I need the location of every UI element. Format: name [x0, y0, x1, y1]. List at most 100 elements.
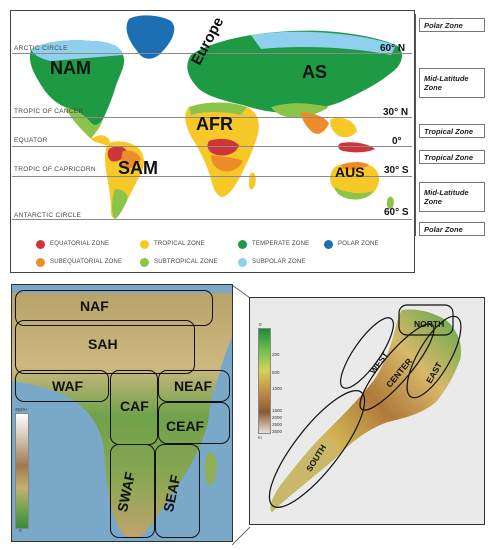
- morocco-cbar-0: 0: [259, 322, 262, 327]
- zoom-connectors: [231, 284, 251, 546]
- morocco-south-panel: [270, 434, 342, 512]
- africa-colorbar-top: 2520+: [15, 407, 28, 412]
- equator-label: EQUATOR: [14, 137, 48, 144]
- morocco-outline-south: [268, 390, 366, 508]
- legend-dot-subpolar: [238, 258, 247, 267]
- equator-line: [12, 146, 412, 147]
- tropic-of-cancer-label: TROPIC OF CANCER: [14, 108, 84, 115]
- north-america-shape: [29, 40, 125, 126]
- morocco-cbar-2500: 2500: [272, 422, 283, 427]
- africa-landmass: [12, 293, 232, 538]
- legend-label-subequatorial: SUBEQUATORIAL ZONE: [50, 259, 123, 265]
- morocco-cbar-1500: 1500: [272, 408, 283, 413]
- arctic-circle-label: ARCTIC CIRCLE: [14, 45, 68, 52]
- zone-bracket-line: [415, 14, 416, 236]
- morocco-outline-north: [398, 304, 454, 336]
- morocco-cbar-1000: 1000: [272, 386, 283, 391]
- zone-mid-latitude-top: Mid-Latitude Zone: [419, 68, 485, 98]
- africa-terrain: [12, 293, 232, 538]
- greenland-shape: [126, 15, 175, 59]
- tropic-of-cancer-line: [12, 117, 412, 118]
- morocco-cbar-500: 500: [272, 370, 280, 375]
- morocco-cbar-2000: 2000: [272, 415, 283, 420]
- degree-60n: 60° N: [380, 43, 406, 54]
- legend-label-subtropical: SUBTROPICAL ZONE: [154, 259, 218, 265]
- legend-label-equatorial: EQUATORIAL ZONE: [50, 241, 110, 247]
- legend-dot-polar: [324, 240, 333, 249]
- africa-north-subtropical: [189, 102, 247, 115]
- africa-map-panel: 2520+ 0: [11, 284, 233, 542]
- arctic-circle-line: [12, 53, 412, 54]
- region-label-aus: AUS: [335, 164, 365, 180]
- morocco-terrain: [270, 309, 462, 512]
- legend-dot-equatorial: [36, 240, 45, 249]
- asia-subtropical: [271, 103, 329, 118]
- tropic-of-capricorn-line: [12, 176, 412, 177]
- world-map: [29, 15, 403, 219]
- africa-box-seaf: [155, 444, 200, 538]
- antarctic-circle-line: [12, 219, 412, 220]
- zone-polar-bottom: Polar Zone: [419, 222, 485, 236]
- region-label-sam: SAM: [118, 158, 158, 178]
- tropic-of-capricorn-label: TROPIC OF CAPRICORN: [14, 166, 96, 173]
- south-america-subequatorial: [121, 150, 141, 169]
- australia-south: [335, 187, 373, 200]
- eurasia-shape: [187, 30, 403, 113]
- region-label-afr: AFR: [196, 114, 233, 134]
- legend-dot-subtropical: [140, 258, 149, 267]
- north-america-subpolar: [31, 40, 123, 61]
- africa-colorbar: [15, 413, 29, 529]
- morocco-outline-west: [340, 317, 394, 389]
- south-america-south: [112, 189, 128, 219]
- africa-label-waf: WAF: [52, 378, 84, 394]
- degree-60s: 60° S: [384, 207, 409, 218]
- australia-north: [341, 162, 369, 170]
- antarctic-circle-label: ANTARCTIC CIRCLE: [14, 212, 82, 219]
- africa-box-swaf: [110, 444, 155, 538]
- legend-label-temperate: TEMPERATE ZONE: [252, 241, 310, 247]
- africa-label-caf: CAF: [120, 398, 149, 414]
- africa-equatorial: [207, 138, 239, 156]
- degree-30s: 30° S: [384, 165, 409, 176]
- legend-label-tropical: TROPICAL ZONE: [154, 241, 205, 247]
- zone-mid-latitude-bottom: Mid-Latitude Zone: [419, 182, 485, 212]
- morocco-label-north: NORTH: [414, 319, 445, 329]
- morocco-outline-east: [406, 315, 462, 399]
- morocco-colorbar: [258, 328, 271, 434]
- new-zealand: [387, 196, 394, 210]
- legend-dot-subequatorial: [36, 258, 45, 267]
- australia-shape: [330, 162, 379, 198]
- morocco-cbar-unit: m: [258, 435, 262, 440]
- north-america-subtropical: [65, 107, 103, 139]
- morocco-outline-center: [359, 323, 435, 411]
- degree-30n: 30° N: [383, 107, 409, 118]
- morocco-cbar-3500: 3500: [272, 429, 283, 434]
- africa-box-naf: [15, 290, 213, 326]
- africa-label-neaf: NEAF: [174, 378, 213, 394]
- africa-label-naf: NAF: [80, 298, 109, 314]
- asia-south: [301, 111, 329, 134]
- region-label-as: AS: [302, 62, 328, 82]
- africa-label-ceaf: CEAF: [166, 418, 205, 434]
- africa-box-ceaf: [158, 402, 230, 444]
- morocco-region-outlines: [268, 304, 462, 508]
- africa-label-sah: SAH: [88, 336, 118, 352]
- asia-southeast: [330, 117, 357, 138]
- africa-box-neaf: [158, 370, 230, 402]
- zone-tropical-top: Tropical Zone: [419, 124, 485, 138]
- indonesia: [338, 142, 375, 153]
- world-map-panel: [10, 10, 415, 273]
- legend-dot-temperate: [238, 240, 247, 249]
- africa-box-waf: [15, 370, 109, 402]
- legend-dot-tropical: [140, 240, 149, 249]
- madagascar-terrain: [204, 452, 217, 486]
- zone-polar-top: Polar Zone: [419, 18, 485, 32]
- degree-0: 0°: [392, 136, 402, 147]
- morocco-cbar-200: 200: [272, 352, 280, 357]
- legend-label-polar: POLAR ZONE: [338, 241, 379, 247]
- africa-colorbar-bottom: 0: [19, 528, 22, 533]
- asia-subpolar: [251, 31, 396, 55]
- central-america: [91, 135, 110, 146]
- legend-label-subpolar: SUBPOLAR ZONE: [252, 259, 306, 265]
- region-label-nam: NAM: [50, 58, 91, 78]
